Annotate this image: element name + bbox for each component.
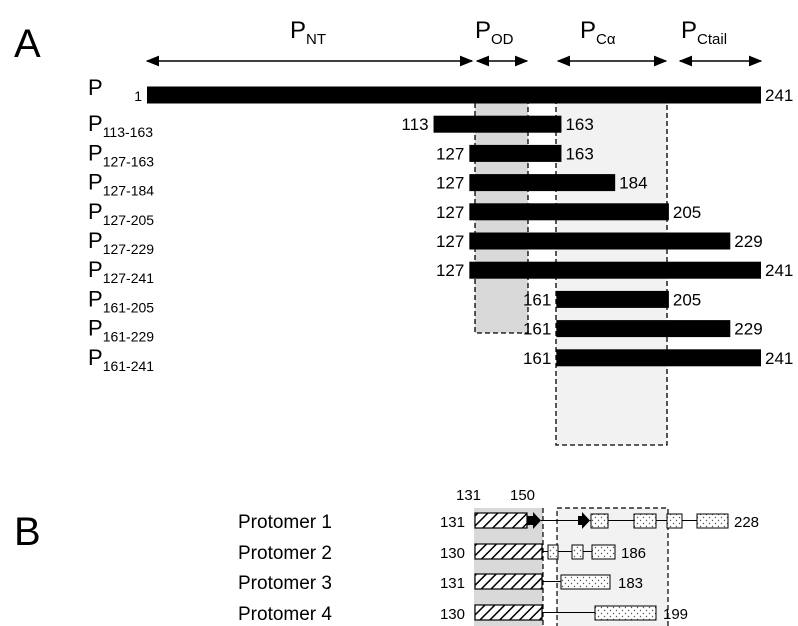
protomer-row-2: Protomer 2 130 186 [238,543,646,564]
construct-end: 205 [673,203,701,222]
construct-name: P127-205 [88,199,154,228]
protomer-row-1: Protomer 1 131 228 [238,512,759,533]
protomer-start: 131 [440,514,465,531]
construct-name: P161-241 [88,345,154,374]
dotted-segment [594,605,657,621]
construct-end: 241 [765,261,793,280]
domain-label-calpha: PCα [580,17,616,48]
construct-row: P113-163 113 163 [88,111,594,140]
protomer-end: 199 [663,606,688,623]
dotted-segment [666,513,683,529]
construct-row: P161-241 161 241 [88,345,793,374]
helix-segment [474,604,543,621]
dotted-segment [590,513,609,529]
residue-marker-131: 131 [456,487,481,504]
construct-name: P161-205 [88,286,154,315]
strand-arrow [527,512,541,529]
construct-end: 229 [734,320,762,339]
construct-bar [556,290,669,308]
protomer-end: 186 [621,545,646,562]
construct-row: P 1 241 [88,75,793,105]
dotted-segment [591,544,616,560]
helix-segment [474,573,543,590]
construct-bar [433,115,562,133]
construct-start: 1 [134,88,142,104]
construct-start: 161 [523,320,551,339]
construct-end: 241 [765,349,793,368]
protomer-start: 130 [440,606,465,623]
construct-bar [147,86,761,104]
construct-start: 127 [436,203,464,222]
helix-segment [474,543,543,560]
construct-name: P127-184 [88,170,154,199]
construct-bar [556,320,731,338]
protomer-end: 183 [618,575,643,592]
dotted-segment [571,544,584,560]
construct-list: P 1 241 P113-163 113 163 P127-163 127 163 P127-18… [88,75,793,374]
construct-row: P127-229 127 229 [88,228,763,257]
construct-start: 127 [436,144,464,163]
protomer-name: Protomer 1 [238,512,332,533]
construct-bar [556,349,761,367]
construct-start: 161 [523,349,551,368]
construct-bar [469,232,731,250]
construct-end: 205 [673,290,701,309]
protomer-name: Protomer 3 [238,573,332,594]
dotted-segment [560,574,611,590]
construct-name: P113-163 [88,111,153,140]
construct-row: P161-229 161 229 [88,316,763,345]
protomer-name: Protomer 4 [238,604,332,625]
protomer-start: 131 [440,575,465,592]
construct-end: 229 [734,232,762,251]
protomer-end: 228 [734,514,759,531]
construct-start: 161 [523,290,551,309]
residue-marker-150: 150 [510,487,535,504]
construct-bar [469,261,761,279]
construct-start: 127 [436,232,464,251]
domain-label-ctail: PCtail [681,17,727,48]
construct-bar [469,174,616,192]
construct-name: P127-229 [88,228,154,257]
construct-bar [469,144,562,162]
panel-b-label: B [14,510,41,554]
helix-segment [474,512,528,529]
construct-name: P127-163 [88,140,154,169]
panel-a-label: A [14,22,41,66]
construct-bar [469,203,669,221]
construct-end: 163 [565,115,593,134]
construct-row: P127-163 127 163 [88,140,594,169]
dotted-segment [547,544,559,560]
construct-name: P127-241 [88,257,154,286]
construct-end: 241 [765,86,793,105]
domain-label-od: POD [475,17,514,48]
construct-end: 163 [565,144,593,163]
protomer-row-3: Protomer 3 131 183 [238,573,643,594]
protomer-row-4: Protomer 4 130 199 [238,604,688,625]
construct-end: 184 [619,174,647,193]
construct-row: P127-184 127 184 [88,170,648,199]
protomer-name: Protomer 2 [238,543,332,564]
domain-label-nt: PNT [290,17,326,48]
construct-start: 127 [436,261,464,280]
construct-row: P127-241 127 241 [88,257,793,286]
strand-arrow [578,512,590,529]
construct-start: 127 [436,174,464,193]
protomer-start: 130 [440,545,465,562]
construct-name: P161-229 [88,316,154,345]
construct-row: P127-205 127 205 [88,199,701,228]
construct-row: P161-205 161 205 [88,286,701,315]
construct-name: P [88,75,103,100]
dotted-segment [633,513,657,529]
construct-start: 113 [401,115,428,134]
dotted-segment [696,513,729,529]
